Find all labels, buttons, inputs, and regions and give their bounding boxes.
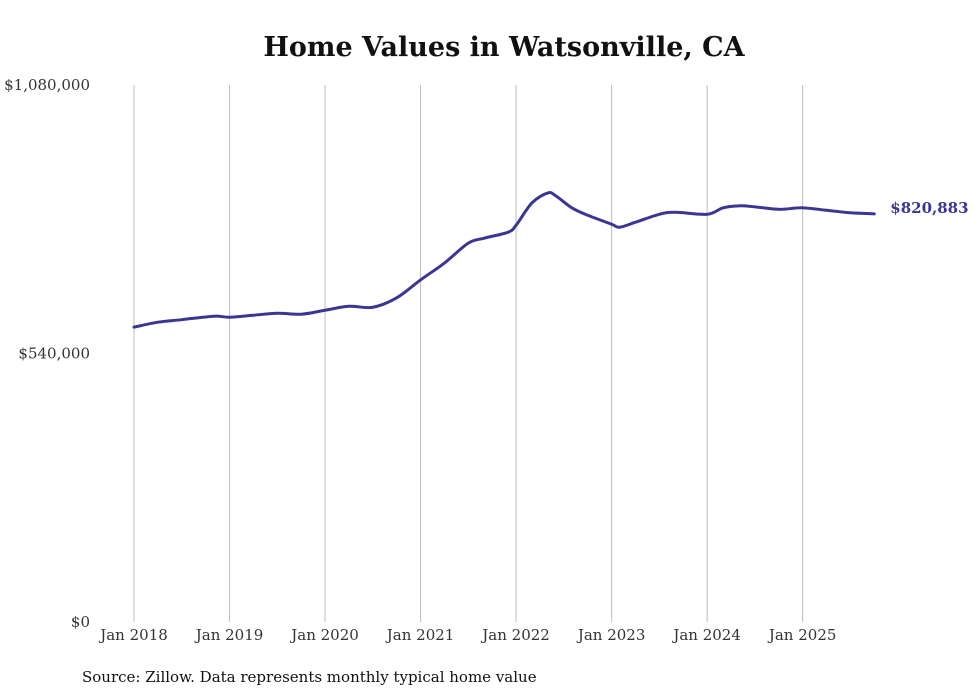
x-tick-label: Jan 2018 xyxy=(98,626,168,644)
x-tick-label: Jan 2019 xyxy=(194,626,264,644)
source-note: Source: Zillow. Data represents monthly … xyxy=(82,668,537,686)
series-line xyxy=(132,191,876,329)
chart-title: Home Values in Watsonville, CA xyxy=(263,32,745,63)
y-tick-label: $1,080,000 xyxy=(4,76,90,94)
x-tick-label: Jan 2023 xyxy=(576,626,646,644)
x-tick-label: Jan 2020 xyxy=(289,626,359,644)
x-tick-label: Jan 2024 xyxy=(671,626,741,644)
y-tick-label: $0 xyxy=(71,613,90,631)
x-tick-label: Jan 2022 xyxy=(480,626,550,644)
x-tick-label: Jan 2025 xyxy=(767,626,837,644)
end-value-label: $820,883 xyxy=(890,199,968,217)
y-tick-label: $540,000 xyxy=(18,345,90,363)
x-tick-label: Jan 2021 xyxy=(385,626,455,644)
